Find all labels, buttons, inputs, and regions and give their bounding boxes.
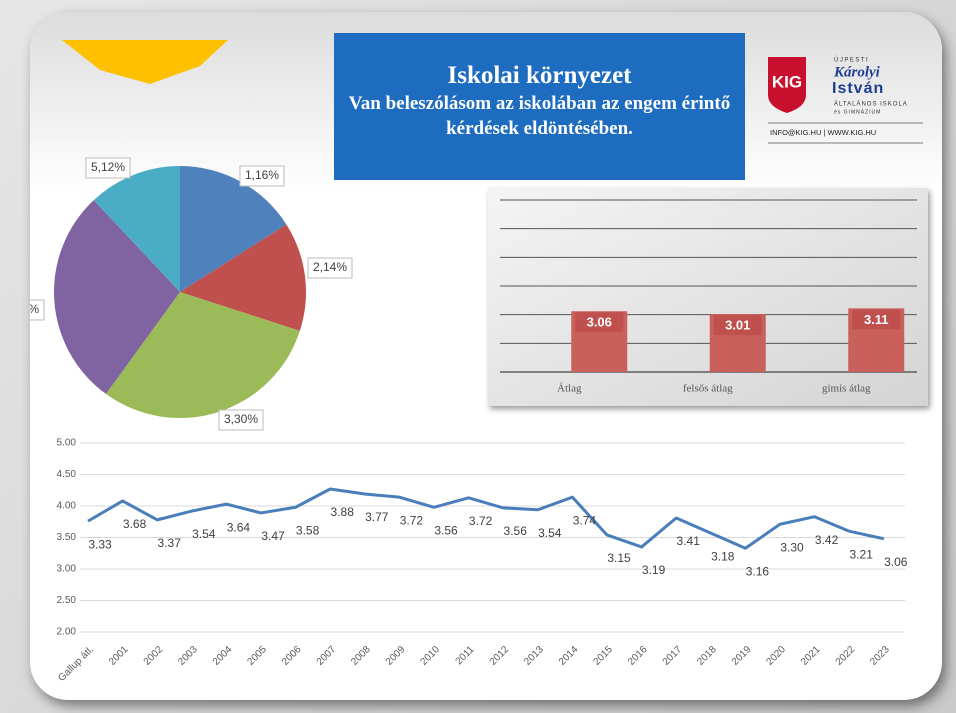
x-tick-label: 2016: [626, 644, 650, 668]
x-tick-label: 2013: [522, 644, 546, 668]
data-label: 3.30: [780, 540, 804, 554]
data-label: 3.74: [573, 513, 597, 527]
logo-top: ÚJPESTI: [834, 57, 869, 64]
data-label: 3.16: [746, 564, 770, 578]
data-label: 3.72: [469, 514, 493, 528]
data-label: 3.88: [331, 505, 355, 519]
data-label: 3.06: [587, 315, 612, 330]
x-tick-label: 2007: [315, 644, 339, 668]
data-label: 3.19: [642, 563, 666, 577]
label-box: [575, 312, 624, 333]
x-tick-label: 2019: [730, 644, 754, 668]
yellow-shape: [62, 40, 228, 84]
x-tick-label: 2006: [280, 644, 304, 668]
logo-contact: INFO@KIG.HU | WWW.KIG.HU: [770, 128, 876, 137]
x-tick-label: 2021: [799, 644, 823, 668]
data-label: 3.37: [158, 536, 182, 550]
y-tick-label: 5.00: [57, 438, 77, 449]
line-series: [87, 487, 885, 550]
data-label: 3.72: [400, 513, 424, 527]
data-label: 3.54: [192, 527, 216, 541]
logo-name: Károlyi: [833, 64, 881, 80]
logo-name: István: [832, 80, 884, 97]
data-label: 3.41: [677, 534, 701, 548]
y-tick-label: 3.00: [57, 564, 77, 575]
x-tick-label: 2012: [488, 644, 512, 668]
data-label: 3.15: [607, 551, 631, 565]
y-tick-label: 4.00: [57, 501, 77, 512]
label-box: [85, 157, 131, 179]
y-tick-label: 2.50: [57, 595, 77, 606]
x-tick-label: gimis átlag: [822, 383, 871, 395]
x-tick-label: 2015: [591, 644, 615, 668]
logo-school: ÁLTALÁNOS ISKOLA: [834, 101, 908, 108]
x-tick-label: 2014: [557, 644, 581, 668]
data-label: 3.56: [434, 523, 458, 537]
data-label: 3.21: [850, 547, 874, 561]
x-tick-label: 2023: [868, 644, 892, 668]
x-tick-label: 2020: [764, 644, 788, 668]
data-label: 3.56: [504, 524, 528, 538]
data-label: 3.47: [261, 529, 285, 543]
y-tick-label: 3.50: [57, 532, 77, 543]
pie-slice: [105, 292, 300, 418]
pie-slice: [93, 166, 180, 292]
x-tick-label: 2009: [384, 644, 408, 668]
logo: KIG ÚJPESTI Károlyi István ÁLTALÁNOS ISK…: [768, 57, 923, 144]
label-box: [30, 299, 45, 321]
data-label: 3.54: [538, 526, 562, 540]
data-label: 3.11: [864, 312, 889, 327]
bar-panel: [488, 188, 928, 406]
data-label: 3.64: [227, 520, 251, 534]
x-tick-label: 2017: [661, 644, 685, 668]
label-box: [218, 409, 264, 431]
x-tick-label: 2001: [107, 644, 131, 668]
y-tick-label: 2.00: [57, 627, 77, 638]
x-tick-label: Átlag: [557, 383, 582, 395]
data-label: 4,28%: [5, 302, 39, 316]
x-tick-label: 2022: [834, 644, 858, 668]
label-box: [713, 315, 762, 336]
label-box: [239, 165, 285, 187]
x-tick-label: 2010: [418, 644, 442, 668]
title: Iskolai környezet: [447, 62, 632, 89]
data-label: 3.42: [815, 533, 839, 547]
logo-school: és GIMNÁZIUM: [834, 108, 881, 115]
data-label: 3.58: [296, 523, 320, 537]
x-tick-label: 2011: [454, 644, 477, 667]
pie-slice: [180, 166, 287, 292]
x-tick-label: 2008: [349, 644, 373, 668]
subtitle: Van beleszólásom az iskolában az engem é…: [348, 93, 731, 139]
y-tick-label: 4.50: [57, 469, 77, 480]
data-label: 3.06: [884, 555, 908, 569]
title-box: Iskolai környezet Van beleszólásom az is…: [334, 33, 745, 180]
data-label: 2,14%: [313, 260, 347, 274]
label-box: [852, 309, 901, 330]
logo-mark: KIG: [772, 72, 802, 91]
data-label: 3.77: [365, 510, 389, 524]
pie-slice: [54, 200, 180, 394]
x-tick-label: 2018: [695, 644, 719, 668]
data-label: 3.18: [711, 549, 735, 563]
data-label: 3.01: [725, 318, 750, 333]
x-tick-label: felsős átlag: [683, 383, 733, 395]
x-tick-label: 2004: [211, 644, 235, 668]
pie-slice: [180, 224, 306, 331]
x-tick-label: 2005: [245, 644, 269, 668]
x-tick-label: 2002: [142, 644, 166, 668]
data-label: 3.33: [88, 537, 112, 551]
label-box: [307, 257, 353, 279]
data-label: 3.68: [123, 517, 147, 531]
data-label: 3,30%: [224, 412, 258, 426]
x-tick-label: Gallup átl.: [56, 644, 96, 684]
x-tick-label: 2003: [176, 644, 200, 668]
data-label: 1,16%: [245, 168, 279, 182]
logo-shield: [768, 57, 806, 113]
data-label: 5,12%: [91, 160, 125, 174]
